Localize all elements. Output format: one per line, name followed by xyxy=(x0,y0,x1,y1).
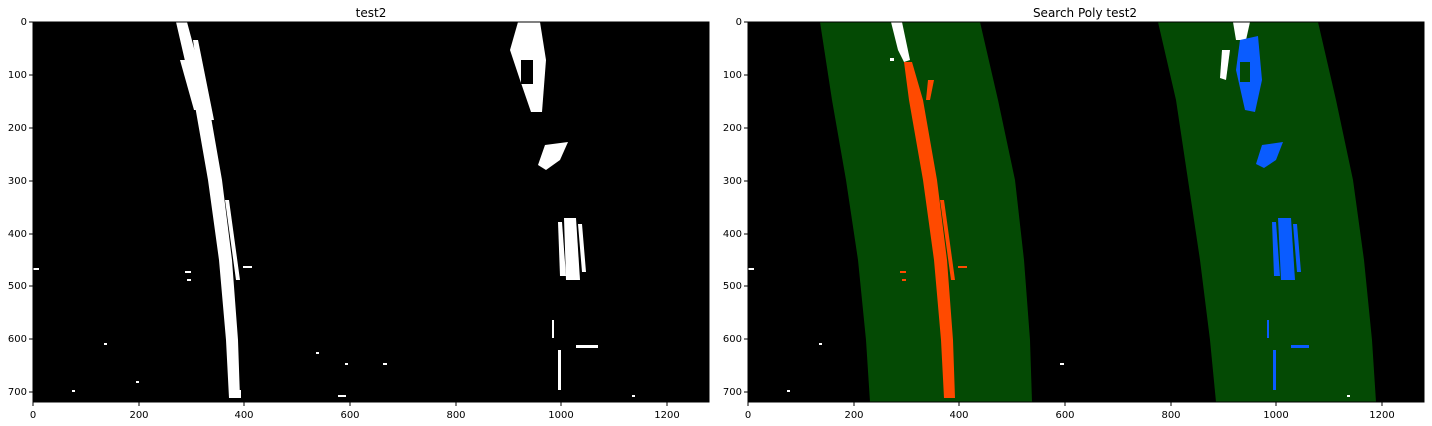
right-y-tick: 400 xyxy=(723,229,742,240)
right-y-tick: 600 xyxy=(723,334,742,345)
right-panel: Search Poly test2 xyxy=(723,6,1425,421)
right-x-tick: 800 xyxy=(1161,410,1180,421)
left-x-tick: 1000 xyxy=(548,410,573,421)
right-x-tick: 1000 xyxy=(1263,410,1288,421)
left-x-tick: 600 xyxy=(340,410,359,421)
left-axes-frame xyxy=(32,21,710,403)
left-y-tick: 700 xyxy=(8,387,27,398)
right-axes-frame xyxy=(747,21,1425,403)
left-y-tick: 600 xyxy=(8,334,27,345)
right-x-tick: 0 xyxy=(745,410,751,421)
right-overlay xyxy=(748,22,1376,402)
right-y-tick: 700 xyxy=(723,387,742,398)
right-panel-title: Search Poly test2 xyxy=(1033,6,1137,20)
right-y-axis: 0 100 200 300 400 500 600 700 xyxy=(723,17,748,398)
left-binary-image xyxy=(33,22,709,402)
left-x-tick: 200 xyxy=(129,410,148,421)
right-search-window xyxy=(1158,22,1376,402)
right-y-tick: 0 xyxy=(736,17,742,28)
left-x-tick: 0 xyxy=(30,410,36,421)
left-x-axis: 0 200 400 600 800 1000 1200 xyxy=(30,402,680,421)
left-search-window xyxy=(820,22,1032,402)
left-y-tick: 500 xyxy=(8,281,27,292)
left-x-tick: 400 xyxy=(234,410,253,421)
right-x-tick: 200 xyxy=(844,410,863,421)
left-y-tick: 200 xyxy=(8,123,27,134)
left-y-tick: 100 xyxy=(8,70,27,81)
left-x-tick: 800 xyxy=(446,410,465,421)
right-x-tick: 1200 xyxy=(1369,410,1394,421)
left-y-tick: 0 xyxy=(21,17,27,28)
right-y-tick: 500 xyxy=(723,281,742,292)
left-x-tick: 1200 xyxy=(654,410,679,421)
right-y-tick: 300 xyxy=(723,176,742,187)
left-y-axis: 0 100 200 300 400 500 600 700 xyxy=(8,17,33,398)
left-panel-title: test2 xyxy=(356,6,387,20)
left-lane-detected xyxy=(904,62,955,398)
right-x-tick: 600 xyxy=(1055,410,1074,421)
right-y-tick: 200 xyxy=(723,123,742,134)
right-x-tick: 400 xyxy=(949,410,968,421)
left-y-tick: 400 xyxy=(8,229,27,240)
left-lane-pixels xyxy=(33,22,635,398)
right-x-axis: 0 200 400 600 800 1000 1200 xyxy=(745,402,1395,421)
right-y-tick: 100 xyxy=(723,70,742,81)
left-y-tick: 300 xyxy=(8,176,27,187)
left-panel: test2 xyxy=(8,6,710,421)
